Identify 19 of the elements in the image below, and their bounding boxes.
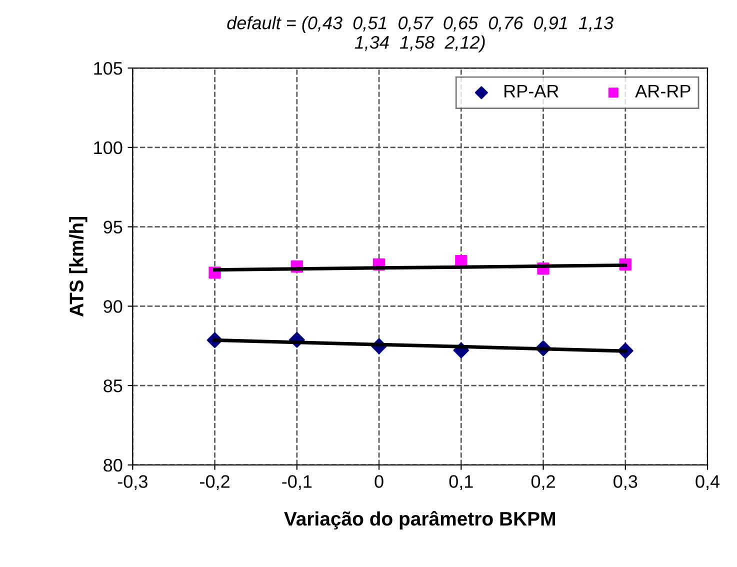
- x-tick-label: -0,3: [118, 475, 148, 490]
- x-tick-label: -0,2: [200, 475, 230, 490]
- x-tick-label: 0,4: [696, 475, 720, 490]
- y-tick-label: 95: [104, 220, 122, 234]
- x-tick-label: 0,1: [449, 475, 473, 490]
- x-tick-label: 0,3: [614, 475, 638, 490]
- y-tick-label: 105: [94, 62, 122, 75]
- legend-label: RP-AR: [504, 84, 558, 98]
- y-tick-label: 80: [104, 458, 122, 472]
- x-tick-label: 0,2: [531, 475, 555, 490]
- y-axis-title: ATS [km/h]: [69, 216, 88, 317]
- y-tick-label: 85: [104, 379, 122, 392]
- chart-title: default = (0,43 0,51 0,57 0,65 0,76 0,91 1,13 1,34 1,58 2,12): [227, 16, 614, 52]
- y-tick-label: 100: [94, 141, 122, 154]
- x-axis-title: Variação do parâmetro BKPM: [284, 510, 555, 530]
- y-tick-label: 90: [104, 300, 122, 313]
- x-tick-label: -0,1: [282, 475, 312, 490]
- x-tick-label: 0: [374, 475, 384, 488]
- legend-label: AR-RP: [635, 84, 690, 98]
